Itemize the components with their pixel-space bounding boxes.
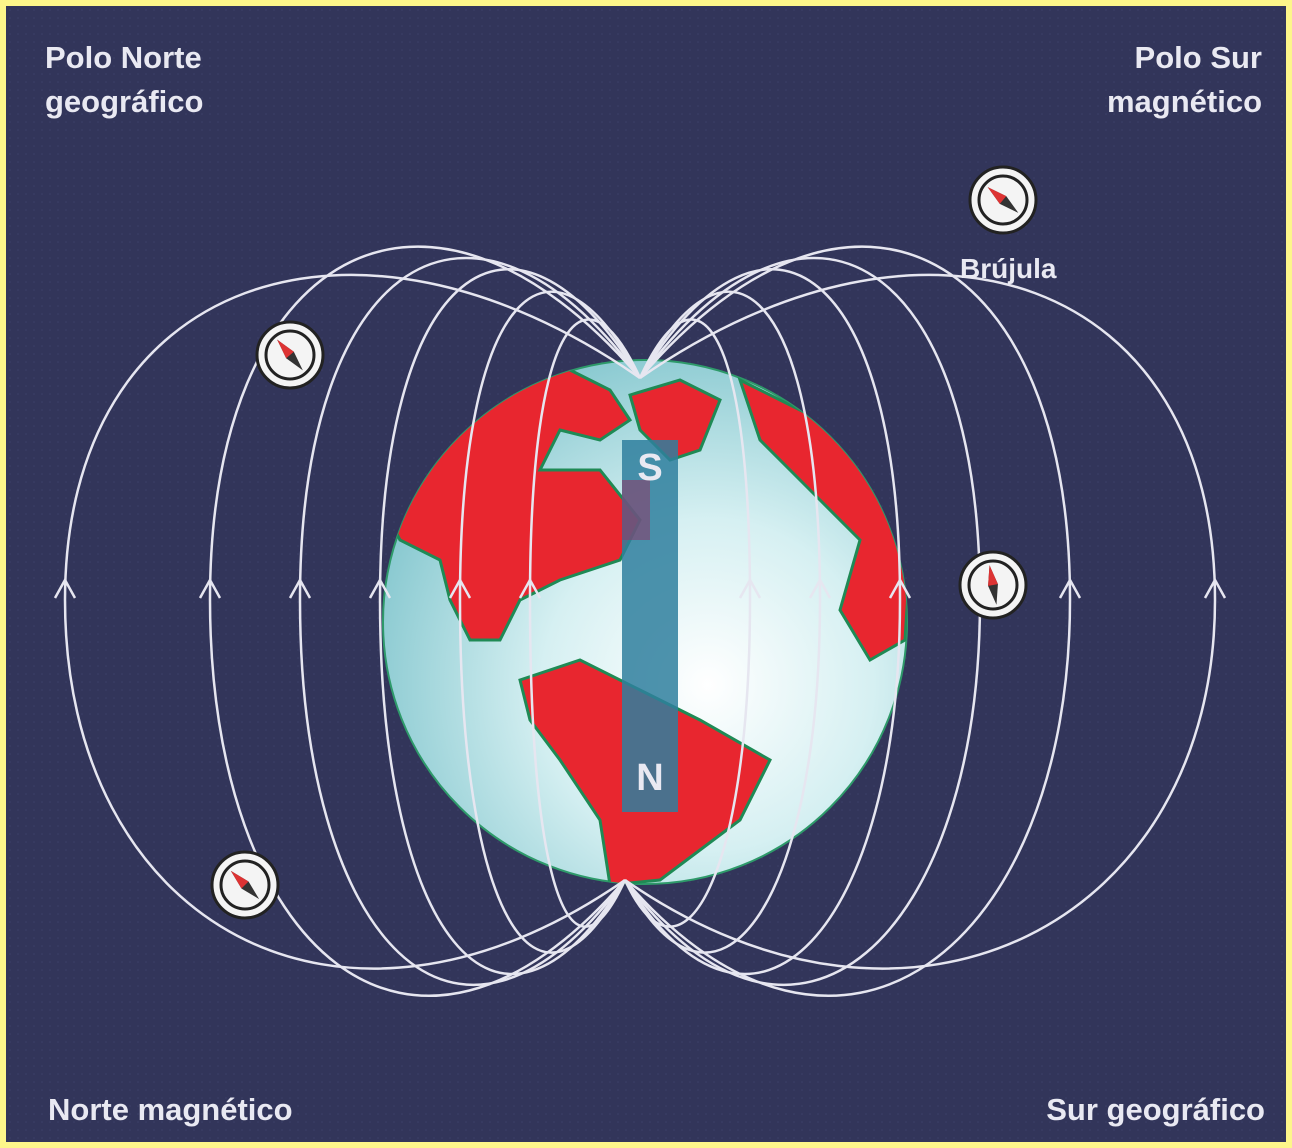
compass-ring [977,174,1029,226]
magnet-shade [622,480,650,540]
compass-needle-tip [987,187,1007,204]
compasses [210,165,1038,920]
compass [958,550,1028,620]
field-line [63,273,641,970]
magnet-south: S [637,447,662,489]
label-bottom-left: Norte magnético [48,1092,293,1127]
field-arrow [1203,577,1227,599]
compass-ring [264,329,316,381]
field-lines [53,245,1227,998]
label-top-left-1: Polo Norte [45,40,202,75]
compass [968,165,1038,235]
label-bottom-right: Sur geográfico [1046,1092,1265,1127]
field-line [623,290,822,954]
field-arrow [53,577,77,599]
field-arrow [1058,577,1082,599]
field-arrow [808,577,832,599]
field-arrow [368,577,392,599]
label-top-right-1: Polo Sur [1135,40,1262,75]
compass-ring [219,859,271,911]
field-line [624,245,1072,997]
compass [255,320,325,390]
compass-needle-tip [988,565,998,586]
field-line [298,256,642,986]
compass-needle-tip [230,870,249,889]
field-line [208,245,641,998]
compass [210,850,280,920]
field-arrow [288,577,312,599]
label-top-left-2: geográfico [45,84,203,119]
compass-needle-tip [277,339,294,359]
field-arrow [738,577,762,599]
field-arrow [198,577,222,599]
magnet-north: N [636,757,663,799]
label-compass: Brújula [960,253,1057,284]
field-arrow [888,577,912,599]
field-arrow [448,577,472,599]
globe: S N [382,359,908,885]
compass-ring [967,559,1019,611]
field-line [624,273,1217,970]
label-top-right-2: magnético [1107,84,1262,119]
field-arrow [518,577,542,599]
